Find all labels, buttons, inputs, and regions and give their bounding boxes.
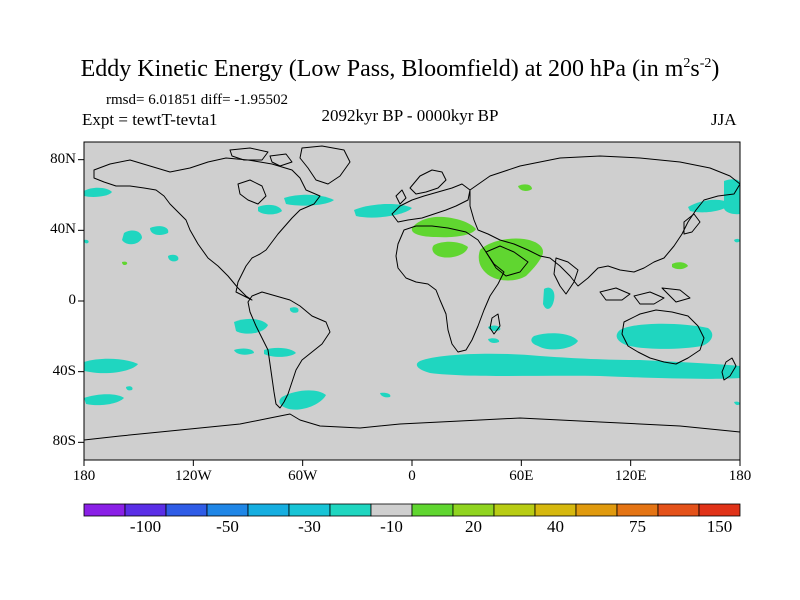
- anomaly-patch-negative: [168, 254, 179, 262]
- colorbar-swatch: [452, 503, 495, 517]
- experiment-label: Expt = tewtT-tevta1: [82, 110, 218, 129]
- coastline-madagascar: [489, 313, 501, 335]
- anomaly-patch-negative: [150, 226, 169, 236]
- colorbar-swatch: [493, 503, 536, 517]
- axis-ticks: [78, 159, 741, 466]
- lat-tick-label: 80S: [52, 433, 76, 450]
- colorbar-swatch: [247, 503, 290, 517]
- colorbar-swatch: [616, 503, 659, 517]
- colorbar-swatch: [575, 503, 618, 517]
- colorbar: [83, 503, 741, 517]
- anomaly-patch-negative: [380, 392, 391, 398]
- lon-tick-label: 60W: [288, 468, 318, 484]
- lat-tick-label: 40N: [50, 221, 76, 238]
- lon-tick-label: 180: [728, 468, 752, 484]
- anomaly-patch-negative: [354, 204, 412, 218]
- anomaly-patch-negative: [531, 333, 578, 350]
- colorbar-swatch: [83, 503, 126, 517]
- coastline-japan: [683, 213, 701, 235]
- lat-tick-label: 0: [68, 292, 77, 308]
- coastlines: [84, 145, 740, 441]
- anomaly-patch-negative: [688, 199, 730, 213]
- anomaly-patch-negative: [126, 386, 133, 391]
- lat-tick-label: 80N: [50, 150, 76, 167]
- colorbar-swatch: [534, 503, 577, 517]
- coastline-arabia: [485, 245, 529, 277]
- anomaly-patch-negative: [543, 287, 555, 309]
- anomaly-patch-negative: [122, 230, 142, 245]
- stats-label: rmsd= 6.01851 diff= -1.95502: [106, 92, 289, 108]
- lat-tick-label: 40S: [52, 362, 76, 379]
- colorbar-label: 20: [465, 517, 482, 536]
- colorbar-swatch: [698, 503, 741, 517]
- anomaly-patch-negative: [416, 353, 740, 379]
- colorbar-swatch: [206, 503, 249, 517]
- colorbar-label: -30: [298, 517, 321, 536]
- colorbar-swatch: [370, 503, 413, 517]
- colorbar-label: -50: [216, 517, 239, 536]
- anomaly-patch-negative: [84, 239, 89, 244]
- coastline-indonesia: [599, 287, 691, 305]
- anomaly-patch-negative: [284, 194, 334, 206]
- anomaly-patch-negative: [616, 323, 713, 349]
- anomaly-patch-positive: [672, 262, 688, 270]
- colorbar-swatch: [288, 503, 331, 517]
- anomaly-patch-negative: [264, 347, 296, 357]
- map-background: [84, 142, 740, 460]
- colorbar-label: -100: [129, 517, 162, 536]
- colorbar-label: 150: [706, 517, 733, 536]
- coastline-africa: [395, 225, 505, 353]
- coastline-greenland: [299, 145, 351, 185]
- coastline-europe: [391, 183, 471, 223]
- colorbar-swatch: [657, 503, 700, 517]
- colorbar-swatch: [165, 503, 208, 517]
- anomaly-patch-positive: [432, 241, 468, 258]
- coastline-arctic-islands: [229, 147, 293, 167]
- anomaly-patch-negative: [84, 187, 112, 197]
- coastline-asia: [469, 155, 740, 287]
- anomaly-patch-negative: [279, 390, 326, 410]
- colorbar-label: 40: [547, 517, 564, 536]
- anomaly-patch-negative: [84, 394, 124, 406]
- colorbar-label: 75: [629, 517, 646, 536]
- anomaly-patch-positive: [518, 184, 532, 191]
- lon-tick-label: 0: [408, 468, 416, 484]
- coastline-antarctica: [84, 413, 740, 441]
- season-label: JJA: [711, 110, 737, 129]
- anomaly-patch-negative: [234, 318, 268, 334]
- colorbar-label: -10: [380, 517, 403, 536]
- anomaly-patch-negative: [488, 338, 500, 343]
- colorbar-swatch: [124, 503, 167, 517]
- anomaly-patch-negative: [734, 401, 740, 406]
- anomaly-regions: [84, 179, 740, 410]
- colorbar-swatch: [411, 503, 454, 517]
- anomaly-patch-negative: [258, 204, 282, 215]
- anomaly-patch-negative: [723, 179, 740, 215]
- coastline-hudson-bay: [237, 179, 267, 205]
- anomaly-patch-negative: [234, 348, 254, 355]
- coastline-australia: [621, 309, 705, 365]
- period-label: 2092kyr BP - 0000kyr BP: [321, 106, 499, 125]
- coastline-britain: [395, 189, 407, 205]
- anomaly-patch-negative: [734, 238, 740, 243]
- anomaly-patch-positive: [122, 261, 128, 266]
- lon-tick-label: 120W: [174, 468, 212, 484]
- coastline-scandinavia: [409, 169, 447, 195]
- figure-title: Eddy Kinetic Energy (Low Pass, Bloomfiel…: [80, 56, 720, 82]
- coastline-south-america: [247, 291, 331, 409]
- lon-tick-label: 60E: [509, 468, 534, 484]
- lon-tick-label: 120E: [614, 468, 647, 484]
- coastline-india: [553, 257, 579, 295]
- anomaly-patch-negative: [289, 307, 299, 313]
- coastline-new-zealand: [721, 357, 737, 381]
- lon-tick-label: 180: [72, 468, 96, 484]
- colorbar-swatch: [329, 503, 372, 517]
- anomaly-patch-negative: [84, 358, 138, 374]
